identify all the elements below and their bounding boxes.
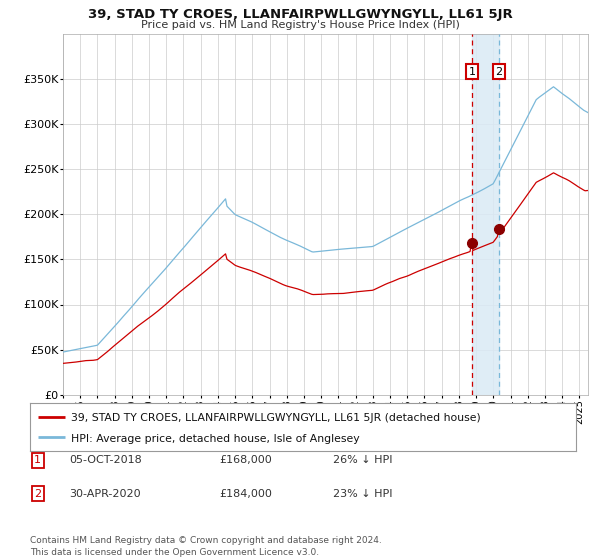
Text: Contains HM Land Registry data © Crown copyright and database right 2024.
This d: Contains HM Land Registry data © Crown c… — [30, 536, 382, 557]
Text: 39, STAD TY CROES, LLANFAIRPWLLGWYNGYLL, LL61 5JR (detached house): 39, STAD TY CROES, LLANFAIRPWLLGWYNGYLL,… — [71, 413, 481, 423]
Text: 1: 1 — [34, 455, 41, 465]
Text: 23% ↓ HPI: 23% ↓ HPI — [333, 489, 392, 499]
Text: 05-OCT-2018: 05-OCT-2018 — [69, 455, 142, 465]
Bar — [472, 34, 499, 395]
Text: 2: 2 — [496, 67, 503, 77]
Text: 2: 2 — [34, 489, 41, 499]
Text: Price paid vs. HM Land Registry's House Price Index (HPI): Price paid vs. HM Land Registry's House … — [140, 20, 460, 30]
Text: £168,000: £168,000 — [219, 455, 272, 465]
Text: 30-APR-2020: 30-APR-2020 — [69, 489, 140, 499]
Text: 1: 1 — [469, 67, 475, 77]
Text: 39, STAD TY CROES, LLANFAIRPWLLGWYNGYLL, LL61 5JR: 39, STAD TY CROES, LLANFAIRPWLLGWYNGYLL,… — [88, 8, 512, 21]
Text: 26% ↓ HPI: 26% ↓ HPI — [333, 455, 392, 465]
Text: £184,000: £184,000 — [219, 489, 272, 499]
Text: HPI: Average price, detached house, Isle of Anglesey: HPI: Average price, detached house, Isle… — [71, 434, 359, 444]
